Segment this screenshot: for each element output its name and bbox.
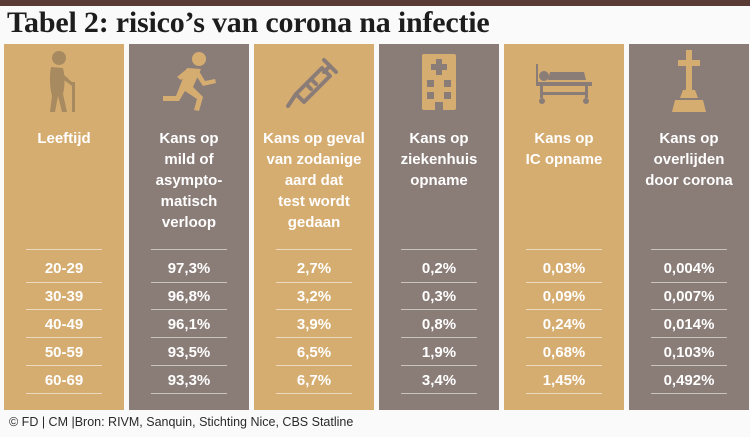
running-person-icon [129,50,249,112]
row-divider [651,309,727,310]
risk-value-cell: 0,68% [542,344,586,361]
risk-value-cell: 3,2% [296,288,332,305]
column-mild-verloop: Kans op mild of asympto- matisch verloop… [129,44,249,410]
table-title: Tabel 2: risico’s van corona na infectie [7,6,490,39]
row-divider [26,365,102,366]
risk-value-cell: 0,492% [663,372,715,389]
risk-value-cell: 96,8% [167,288,211,305]
risk-value-cell: 0,09% [542,288,586,305]
risk-value-cell: 0,3% [421,288,457,305]
row-divider [526,393,602,394]
age-group-cell: 30-39 [44,288,84,305]
syringe-icon [254,50,374,112]
risk-value-cell: 3,4% [421,372,457,389]
age-group-cell: 20-29 [44,260,84,277]
risk-value-cell: 96,1% [167,316,211,333]
row-divider [151,249,227,250]
row-divider [401,393,477,394]
risk-value-cell: 93,5% [167,344,211,361]
row-divider [526,309,602,310]
row-divider [276,393,352,394]
row-divider [151,337,227,338]
row-divider [276,365,352,366]
row-divider [401,365,477,366]
row-divider [651,337,727,338]
risk-value-cell: 1,9% [421,344,457,361]
row-divider [526,282,602,283]
row-divider [151,365,227,366]
risk-value-cell: 93,3% [167,372,211,389]
column-header: Kans op ziekenhuis opname [400,130,478,189]
column-header: Kans op mild of asympto- matisch verloop [155,130,223,231]
age-group-cell: 60-69 [44,372,84,389]
column-ic: Kans op IC opname 0,03% 0,09% 0,24% 0,68% 1,… [504,44,624,410]
risk-value-cell: 2,7% [296,260,332,277]
hospital-icon [379,50,499,112]
row-divider [276,337,352,338]
age-group-cell: 40-49 [44,316,84,333]
row-divider [526,249,602,250]
elderly-person-icon [4,50,124,112]
row-divider [651,249,727,250]
column-header: Leeftijd [37,130,91,147]
row-divider [651,282,727,283]
row-divider [276,282,352,283]
row-divider [526,365,602,366]
row-divider [651,393,727,394]
row-divider [276,249,352,250]
risk-value-cell: 6,5% [296,344,332,361]
row-divider [526,337,602,338]
column-test: Kans op geval van zodanige aard dat test… [254,44,374,410]
row-divider [401,337,477,338]
risk-value-cell: 1,45% [542,372,586,389]
row-divider [276,309,352,310]
risk-value-cell: 0,8% [421,316,457,333]
row-divider [26,337,102,338]
risk-value-cell: 0,03% [542,260,586,277]
row-divider [26,282,102,283]
hospital-bed-icon [504,50,624,112]
column-header: Kans op IC opname [525,130,603,168]
top-accent-bar [0,0,750,6]
row-divider [26,393,102,394]
grave-cross-icon [629,50,749,112]
row-divider [401,282,477,283]
column-ziekenhuis: Kans op ziekenhuis opname 0,2% 0,3% 0,8% 1,… [379,44,499,410]
risk-value-cell: 3,9% [296,316,332,333]
row-divider [401,249,477,250]
row-divider [151,282,227,283]
row-divider [651,365,727,366]
age-group-cell: 50-59 [44,344,84,361]
row-divider [401,309,477,310]
row-divider [151,309,227,310]
risk-value-cell: 0,2% [421,260,457,277]
risk-value-cell: 97,3% [167,260,211,277]
row-divider [151,393,227,394]
risk-value-cell: 0,24% [542,316,586,333]
column-leeftijd: Leeftijd 20-29 30-39 40-49 50-59 60-69 [4,44,124,410]
risk-value-cell: 0,004% [663,260,715,277]
column-header: Kans op geval van zodanige aard dat test… [263,130,365,231]
column-header: Kans op overlijden door corona [645,130,733,189]
row-divider [26,249,102,250]
column-overlijden: Kans op overlijden door corona 0,004% 0,0… [629,44,749,410]
row-divider [26,309,102,310]
source-credit: © FD | CM |Bron: RIVM, Sanquin, Stichtin… [9,415,354,429]
risk-table: Leeftijd 20-29 30-39 40-49 50-59 60-69 Kans … [0,44,750,410]
risk-value-cell: 0,014% [663,316,715,333]
risk-value-cell: 0,007% [663,288,715,305]
risk-value-cell: 0,103% [663,344,715,361]
risk-value-cell: 6,7% [296,372,332,389]
